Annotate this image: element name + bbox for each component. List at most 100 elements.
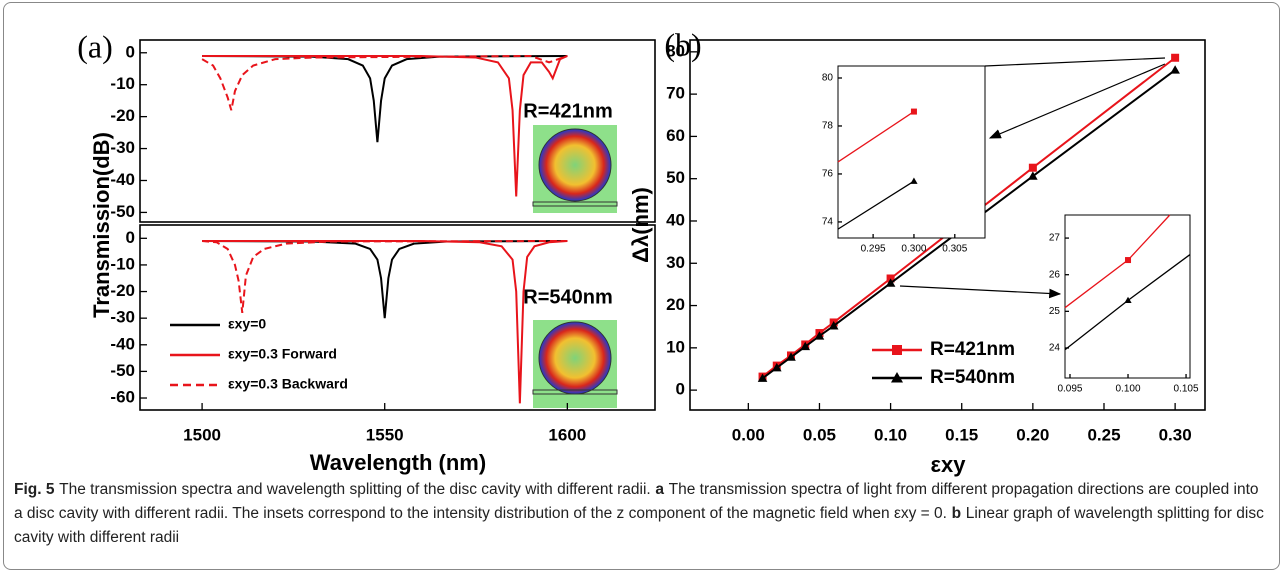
legend-label: εxy=0 xyxy=(228,316,266,332)
y-tick-label: 24 xyxy=(1049,343,1061,354)
y-tick-label: -60 xyxy=(110,388,135,407)
pointer-arrow xyxy=(988,63,1166,139)
legend-label: εxy=0.3 Backward xyxy=(228,376,348,392)
panel-label: (a) xyxy=(77,28,113,64)
x-tick-label: 0.100 xyxy=(1116,384,1141,395)
pointer-arrow xyxy=(899,285,1062,299)
y-tick-label: 30 xyxy=(666,253,685,272)
x-tick-label: 0.295 xyxy=(861,244,886,255)
y-tick-label: 27 xyxy=(1049,233,1061,244)
series-line xyxy=(202,54,568,143)
y-tick-label: 74 xyxy=(822,217,834,228)
x-tick-label: 0.00 xyxy=(732,425,765,444)
caption-part: b xyxy=(951,505,962,522)
marker xyxy=(1028,163,1037,172)
y-tick-label: 50 xyxy=(666,168,685,187)
series-line xyxy=(837,111,915,163)
marker xyxy=(1028,171,1038,180)
series-line xyxy=(202,239,568,404)
y-tick-label: 25 xyxy=(1049,306,1061,317)
x-tick-label: 1600 xyxy=(548,425,586,444)
marker xyxy=(1125,257,1132,264)
x-tick-label: 0.15 xyxy=(945,425,978,444)
x-tick-label: 0.30 xyxy=(1159,425,1192,444)
marker xyxy=(1170,65,1180,74)
plot-frame xyxy=(1064,214,1191,379)
caption-part: Fig. 5 xyxy=(14,481,55,498)
caption-part: a xyxy=(655,481,664,498)
series-line xyxy=(202,239,568,319)
y-tick-label: -50 xyxy=(110,202,135,221)
y-tick-label: -40 xyxy=(110,334,135,353)
annotation: R=540nm xyxy=(523,286,613,308)
y-tick-label: 10 xyxy=(666,337,685,356)
annotation: R=421nm xyxy=(523,100,613,122)
y-tick-label: 60 xyxy=(666,126,685,145)
series-line xyxy=(202,54,568,197)
y-tick-label: -30 xyxy=(110,138,135,157)
y-axis-label: Transmission(dB) xyxy=(89,132,114,318)
marker xyxy=(892,345,902,355)
marker xyxy=(910,108,917,115)
legend-label: R=540nm xyxy=(930,367,1015,388)
x-tick-label: 0.05 xyxy=(803,425,836,444)
marker xyxy=(891,372,903,383)
marker xyxy=(1124,296,1132,304)
x-tick-label: 1500 xyxy=(183,425,221,444)
figure: 0 -10 -20 -30 -40 -50 (a) Transmission(dB) R=421… xyxy=(77,26,1206,477)
marker xyxy=(800,341,811,351)
panel-label: (b) xyxy=(664,26,701,62)
plot-frame xyxy=(139,39,656,223)
figure-border xyxy=(3,2,1280,570)
y-tick-label: 78 xyxy=(822,121,834,132)
legend-label: εxy=0.3 Forward xyxy=(228,346,337,362)
y-axis-label: Δλ(nm) xyxy=(628,187,653,263)
y-tick-label: 76 xyxy=(822,169,834,180)
y-tick-label: 0 xyxy=(676,380,685,399)
plot-frame xyxy=(837,65,986,239)
y-tick-label: 80 xyxy=(822,73,834,84)
y-tick-label: -20 xyxy=(110,281,135,300)
y-tick-label: 26 xyxy=(1049,269,1061,280)
marker xyxy=(814,331,825,340)
marker xyxy=(771,362,782,372)
legend-label: R=421nm xyxy=(930,339,1015,360)
caption-part: The transmission spectra and wavelength … xyxy=(59,481,651,498)
x-tick-label: 0.20 xyxy=(1016,425,1049,444)
x-tick-label: 0.305 xyxy=(942,244,967,255)
marker xyxy=(885,278,896,287)
y-tick-label: 0 xyxy=(126,42,135,61)
y-tick-label: -40 xyxy=(110,170,135,189)
x-tick-label: 0.25 xyxy=(1087,425,1120,444)
y-tick-label: 20 xyxy=(666,295,685,314)
inset-field-top xyxy=(532,125,618,213)
y-tick-label: 0 xyxy=(126,228,135,247)
y-tick-label: 80 xyxy=(666,41,685,60)
x-tick-label: 0.095 xyxy=(1057,384,1082,395)
x-tick-label: 1550 xyxy=(366,425,404,444)
series-line xyxy=(837,180,915,230)
y-tick-label: 40 xyxy=(666,210,685,229)
x-axis-label: Wavelength (nm) xyxy=(310,450,486,475)
series-line xyxy=(201,54,568,111)
y-tick-label: -10 xyxy=(110,74,135,93)
caption-part: Linear graph of wavelength splitting for… xyxy=(14,505,1264,546)
y-tick-label: 70 xyxy=(666,84,685,103)
x-axis-label: εxy xyxy=(931,452,967,477)
caption-part: The transmission spectra of light from d… xyxy=(14,481,1259,522)
series-line xyxy=(201,239,568,313)
x-tick-label: 0.300 xyxy=(901,244,926,255)
plot-frame xyxy=(689,39,1206,411)
plot-frame xyxy=(139,224,656,411)
inset-field-bottom xyxy=(532,320,618,408)
marker xyxy=(910,177,918,184)
y-tick-label: -50 xyxy=(110,361,135,380)
marker xyxy=(1171,53,1180,62)
x-tick-label: 0.10 xyxy=(874,425,907,444)
marker xyxy=(786,352,796,361)
marker xyxy=(828,321,839,330)
caption: Fig. 5 The transmission spectra and wavel… xyxy=(14,478,1264,550)
x-tick-label: 0.105 xyxy=(1174,384,1199,395)
y-tick-label: -10 xyxy=(110,254,135,273)
